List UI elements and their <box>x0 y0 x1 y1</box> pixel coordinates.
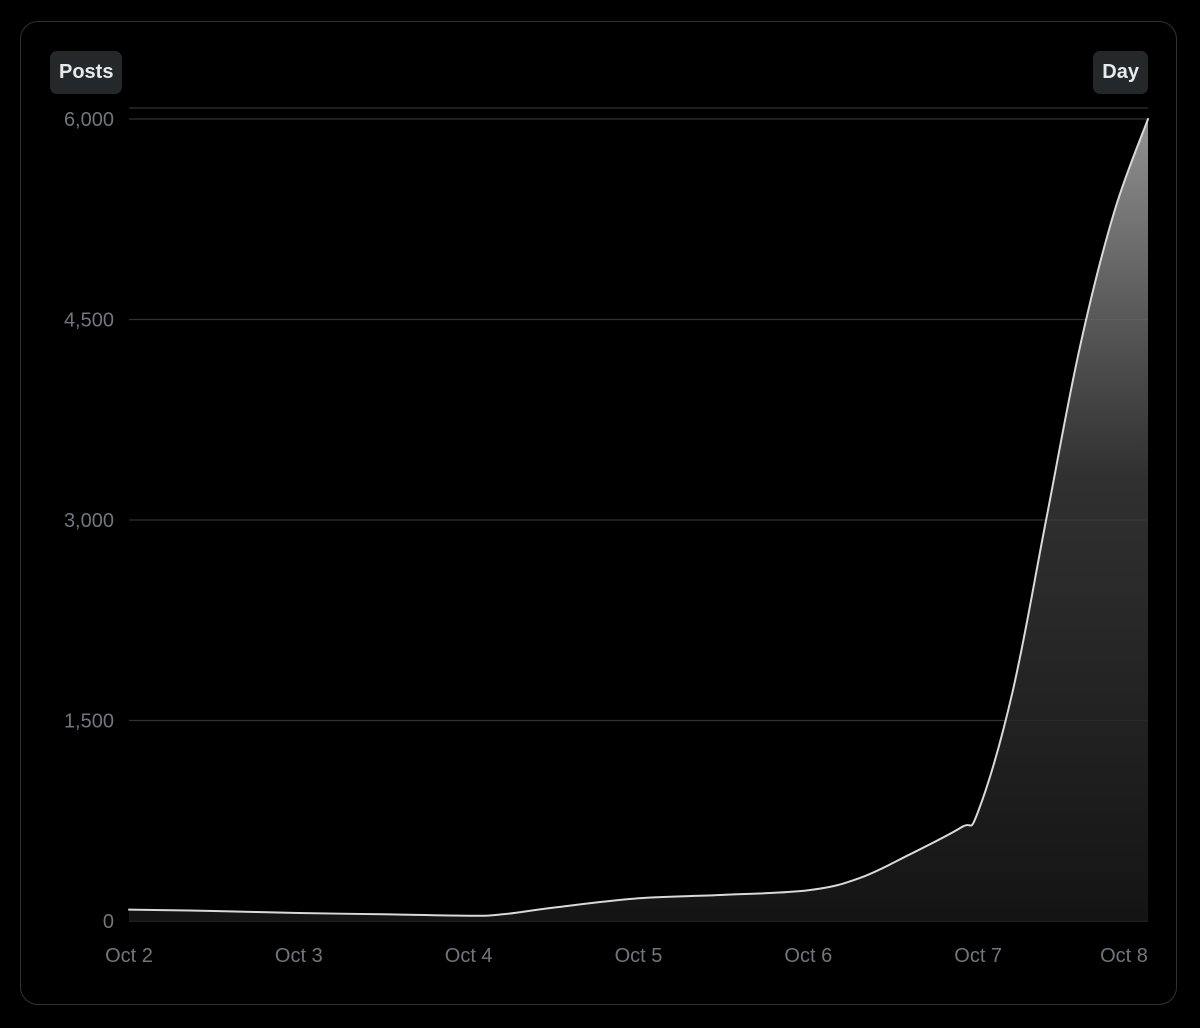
x-tick-label-1: Oct 2 <box>105 945 153 967</box>
interval-selector-button[interactable]: Day <box>1093 51 1148 94</box>
x-tick-label-4: Oct 5 <box>615 945 663 967</box>
y-tick-label-3000: 3,000 <box>64 510 114 532</box>
y-tick-label-0: 0 <box>103 911 114 933</box>
x-tick-label-5: Oct 6 <box>784 945 832 967</box>
metric-selector-button[interactable]: Posts <box>50 51 123 94</box>
y-tick-label-4500: 4,500 <box>64 310 114 332</box>
x-tick-label-3: Oct 4 <box>445 945 493 967</box>
x-tick-label-6: Oct 7 <box>954 945 1002 967</box>
y-tick-label-1500: 1,500 <box>64 711 114 733</box>
x-tick-label-7: Oct 8 <box>1100 945 1148 967</box>
posts-area-fill <box>129 119 1148 921</box>
y-tick-label-6000: 6,000 <box>64 109 114 131</box>
posts-series-line <box>128 118 1149 917</box>
x-tick-label-2: Oct 3 <box>275 945 323 967</box>
